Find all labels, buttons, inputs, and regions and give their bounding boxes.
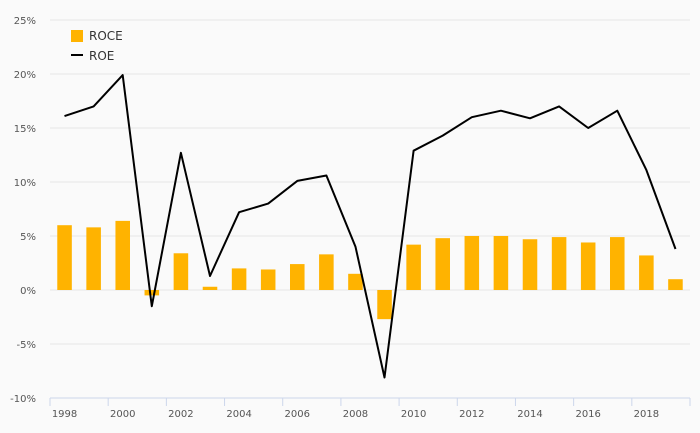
roce-bar <box>290 264 305 290</box>
y-tick-label: 25% <box>14 16 36 27</box>
legend-swatch-roce <box>71 30 83 42</box>
roce-bar <box>639 255 654 290</box>
y-tick-label: 20% <box>14 70 36 81</box>
roce-bar <box>522 239 538 290</box>
y-axis: -10% -5% 0% 5% 10% 15% 20% 25% <box>10 16 36 405</box>
x-axis: 1998 2000 2002 2004 2006 2008 2010 2012 2014 2016… <box>49 397 691 420</box>
roce-bar <box>348 273 363 290</box>
x-tick-label: 2014 <box>517 409 542 420</box>
x-tick-label: 2000 <box>110 409 135 420</box>
roce-bar <box>86 227 101 290</box>
y-tick-label: -5% <box>17 340 36 351</box>
legend-label-roce: ROCE <box>89 29 123 43</box>
y-tick-label: 10% <box>14 178 36 189</box>
x-tick-label: 2008 <box>343 409 368 420</box>
x-tick-label: 2016 <box>575 409 600 420</box>
roce-bar <box>580 242 596 290</box>
roce-bar <box>231 268 247 290</box>
roce-bar <box>406 244 421 290</box>
roce-bar <box>668 279 683 290</box>
x-tick-label: 2018 <box>634 409 659 420</box>
roe-line-series <box>64 74 677 379</box>
roce-bar <box>57 225 72 290</box>
roce-bar <box>551 237 567 290</box>
x-tick-label: 2004 <box>226 409 251 420</box>
roce-bar <box>377 290 392 320</box>
legend: ROCE ROE <box>71 29 123 63</box>
roce-bar <box>493 236 509 290</box>
roce-bar <box>435 238 450 290</box>
x-tick-label: 1998 <box>52 409 77 420</box>
x-tick-label: 2006 <box>285 409 310 420</box>
roce-bar <box>173 253 189 290</box>
roce-bar <box>464 236 480 290</box>
y-tick-label: 5% <box>20 232 36 243</box>
roce-bar <box>319 254 334 290</box>
roce-bar <box>610 237 625 290</box>
roe-line <box>64 74 677 379</box>
roce-bar <box>144 290 160 296</box>
x-tick-label: 2002 <box>168 409 193 420</box>
y-tick-label: 0% <box>20 286 36 297</box>
roce-bar <box>115 220 130 290</box>
roce-bar <box>202 286 218 290</box>
x-tick-label: 2010 <box>401 409 426 420</box>
roce-bars <box>57 220 683 320</box>
x-tick-label: 2012 <box>459 409 484 420</box>
roce-bar <box>260 269 276 290</box>
y-tick-label: 15% <box>14 124 36 135</box>
y-tick-label: -10% <box>10 394 36 405</box>
legend-label-roe: ROE <box>89 49 114 63</box>
